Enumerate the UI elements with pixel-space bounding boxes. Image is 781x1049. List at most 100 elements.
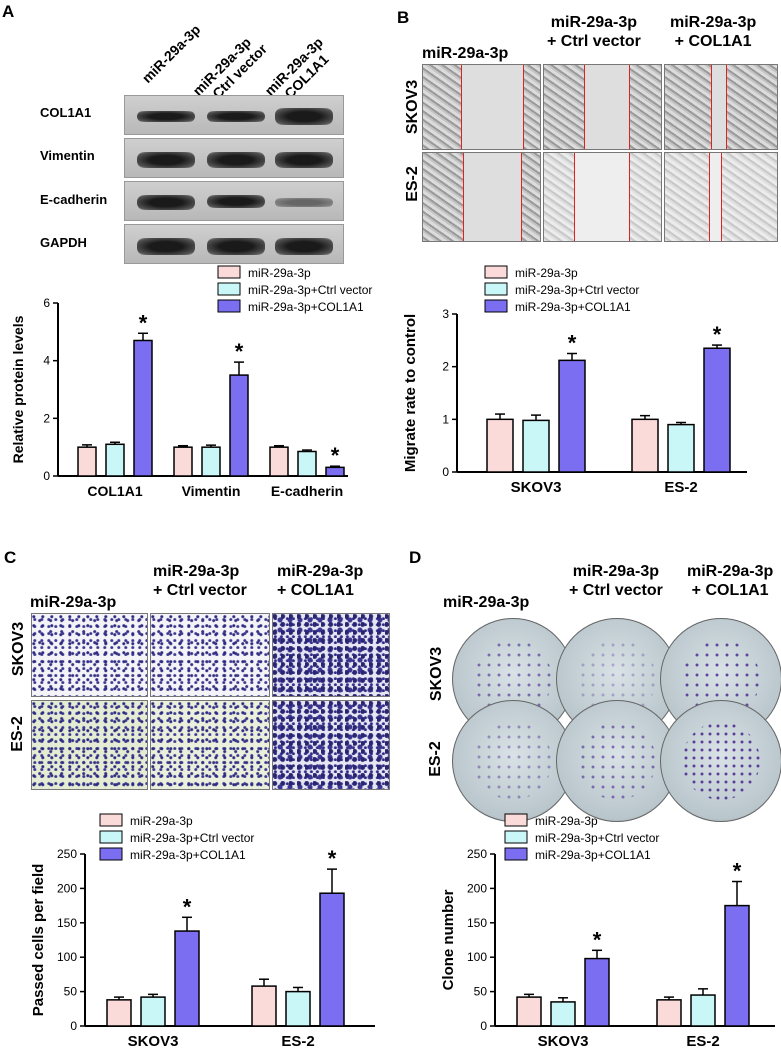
bar: [486, 418, 514, 473]
legend-swatch-1: [99, 813, 123, 827]
legend-label-1: miR-29a-3p: [248, 266, 311, 280]
legend-swatch-3: [484, 299, 508, 313]
b-photo-es2-3: [664, 152, 778, 242]
b-col-head-2: miR-29a-3p + Ctrl vector: [547, 14, 641, 50]
y-tick-label: 150: [467, 916, 487, 930]
y-tick-label: 100: [467, 950, 487, 964]
bar: [201, 446, 221, 477]
significance-star: *: [713, 322, 722, 347]
c-photo-es2-1: [31, 700, 148, 790]
x-tick-label: ES-2: [281, 1033, 314, 1049]
d-row-head-es2: ES-2: [426, 741, 444, 777]
chart-c: miR-29a-3p miR-29a-3p+Ctrl vector miR-29a-…: [30, 813, 375, 1049]
legend-label-2: miR-29a-3p+Ctrl vector: [515, 283, 639, 297]
chart-a: miR-29a-3p miR-29a-3p+Ctrl vector miR-29a-…: [10, 265, 372, 499]
y-tick-label: 1: [442, 412, 449, 426]
bar: [516, 996, 542, 1027]
x-tick-label: ES-2: [664, 479, 697, 496]
bar: [77, 446, 97, 477]
bar: [550, 1001, 576, 1027]
bar: [558, 359, 586, 473]
x-tick-label: SKOV3: [128, 1033, 179, 1049]
y-tick-label: 200: [57, 881, 77, 895]
bar: [106, 999, 132, 1027]
b-photo-es2-1: [422, 152, 541, 242]
significance-star: *: [235, 339, 244, 364]
bar: [724, 904, 750, 1027]
panel-letter-b: B: [397, 8, 410, 27]
panel-letter-a: A: [2, 2, 15, 21]
b-photo-skov3-2: [543, 64, 662, 150]
bar: [251, 985, 277, 1027]
b-col-head-3: miR-29a-3p + COL1A1: [670, 14, 757, 50]
y-tick-label: 3: [442, 307, 449, 321]
legend-swatch-2: [217, 282, 241, 296]
legend-swatch-2: [484, 282, 508, 296]
y-tick-label: 0: [442, 465, 449, 479]
legend-label-2: miR-29a-3p+Ctrl vector: [535, 831, 659, 845]
x-tick-label: E-cadherin: [271, 483, 343, 499]
bar: [285, 990, 311, 1027]
legend-label-3: miR-29a-3p+COL1A1: [535, 848, 651, 862]
y-tick-label: 6: [43, 296, 50, 310]
x-tick-label: Vimentin: [182, 483, 241, 499]
bar: [631, 418, 659, 473]
significance-star: *: [593, 927, 602, 952]
x-tick-label: SKOV3: [538, 1033, 589, 1049]
chart-b: miR-29a-3p miR-29a-3p+Ctrl vector miR-29a-…: [402, 265, 747, 496]
legend-label-3: miR-29a-3p+COL1A1: [515, 300, 631, 314]
blot-strip-col1a1: [124, 95, 344, 135]
bar: [319, 892, 345, 1027]
y-axis-title: Passed cells per field: [30, 864, 47, 1017]
d-dish-es2-2: [556, 700, 678, 822]
bar: [173, 446, 193, 477]
c-photo-skov3-1: [31, 613, 148, 697]
panel-letter-d: D: [409, 548, 422, 567]
y-tick-label: 4: [43, 354, 50, 368]
c-row-head-skov3: SKOV3: [10, 621, 28, 677]
legend-swatch-1: [504, 813, 528, 827]
d-dish-es2-1: [452, 700, 574, 822]
bar: [584, 957, 610, 1027]
c-photo-es2-3: [272, 700, 390, 790]
chart-d: miR-29a-3p miR-29a-3p+Ctrl vector miR-29a-…: [440, 813, 775, 1049]
c-photo-skov3-2: [150, 613, 270, 697]
bar: [140, 996, 166, 1027]
significance-star: *: [139, 310, 148, 335]
significance-star: *: [568, 331, 577, 356]
blot-strip-ecadherin: [124, 181, 344, 221]
significance-star: *: [733, 859, 742, 884]
d-dish-es2-3: [660, 700, 781, 822]
legend-label-1: miR-29a-3p: [515, 266, 578, 280]
bar: [325, 466, 345, 477]
y-tick-label: 0: [43, 469, 50, 483]
blot-col-label-1: miR-29a-3p: [138, 21, 204, 87]
d-col-head-1: miR-29a-3p: [443, 594, 530, 611]
b-photo-es2-2: [543, 152, 662, 242]
bar: [656, 999, 682, 1027]
c-photo-es2-2: [150, 700, 270, 790]
y-axis-title: Clone number: [440, 889, 457, 990]
legend-swatch-1: [484, 265, 508, 279]
legend-swatch-2: [99, 830, 123, 844]
bar: [269, 446, 289, 477]
legend-swatch-2: [504, 830, 528, 844]
b-row-head-skov3: SKOV3: [404, 79, 422, 135]
legend-swatch-3: [504, 847, 528, 861]
y-tick-label: 2: [442, 360, 449, 374]
significance-star: *: [328, 846, 337, 871]
x-tick-label: SKOV3: [511, 479, 562, 496]
blot-label-vimentin: Vimentin: [40, 148, 95, 163]
b-col-head-1: miR-29a-3p: [422, 45, 509, 62]
significance-star: *: [183, 894, 192, 919]
x-tick-label: ES-2: [686, 1033, 719, 1049]
y-tick-label: 0: [480, 1019, 487, 1033]
legend-swatch-3: [217, 299, 241, 313]
bar: [174, 930, 200, 1027]
legend-label-2: miR-29a-3p+Ctrl vector: [130, 831, 254, 845]
b-row-head-es2: ES-2: [403, 166, 421, 202]
c-col-head-2: miR-29a-3p + Ctrl vector: [153, 563, 247, 599]
bar: [703, 347, 731, 473]
b-photo-skov3-3: [664, 64, 778, 150]
legend-label-3: miR-29a-3p+COL1A1: [248, 300, 364, 314]
